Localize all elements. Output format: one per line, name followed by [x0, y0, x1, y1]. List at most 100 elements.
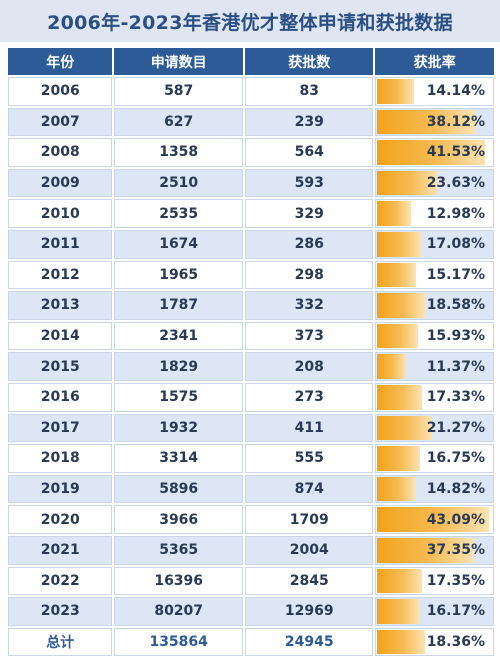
cell-year: 2022 — [8, 566, 113, 596]
cell-approved: 239 — [244, 107, 374, 137]
cell-approved: 329 — [244, 199, 374, 228]
rate-bar — [377, 79, 415, 104]
rate-bar — [377, 599, 420, 624]
table-row: 2014 2341 373 15.93% — [8, 321, 494, 351]
table-body: 2006 587 83 14.14% 2007 627 239 38.12% 2008 1358 5… — [8, 77, 494, 657]
cell-year: 2015 — [8, 352, 113, 381]
cell-approved: 555 — [244, 444, 374, 473]
table-row: 2015 1829 208 11.37% — [8, 352, 494, 381]
cell-applications: 80207 — [114, 597, 243, 626]
header-approved: 获批数 — [244, 48, 374, 75]
table-header-row: 年份 申请数目 获批数 获批率 — [8, 48, 494, 75]
rate-text: 41.53% — [426, 144, 485, 161]
cell-applications: 3314 — [114, 444, 243, 473]
table-row: 2016 1575 273 17.33% — [8, 382, 494, 412]
rate-bar — [377, 323, 419, 349]
page-title: 2006年-2023年香港优才整体申请和获批数据 — [0, 0, 500, 42]
cell-year: 2013 — [8, 291, 113, 320]
cell-rate: 14.14% — [375, 77, 494, 106]
rate-bar — [377, 262, 417, 288]
cell-applications: 1829 — [114, 352, 243, 381]
table-row: 2007 627 239 38.12% — [8, 107, 494, 137]
cell-year: 2006 — [8, 77, 113, 106]
cell-applications: 16396 — [114, 566, 243, 596]
rate-text: 17.08% — [426, 236, 485, 253]
cell-rate: 23.63% — [375, 168, 494, 198]
rate-text: 43.09% — [426, 511, 485, 528]
cell-rate: 16.17% — [375, 597, 494, 626]
cell-applications: 1932 — [114, 413, 243, 443]
cell-rate: 14.82% — [375, 474, 494, 504]
rate-text: 17.35% — [426, 572, 485, 589]
rate-bar — [377, 140, 486, 165]
rate-text: 12.98% — [426, 205, 485, 222]
table-row: 2009 2510 593 23.63% — [8, 168, 494, 198]
header-rate: 获批率 — [375, 48, 494, 75]
cell-approved: 208 — [244, 352, 374, 381]
cell-applications: 1674 — [114, 229, 243, 259]
cell-year: 2014 — [8, 321, 113, 351]
cell-approved: 1709 — [244, 505, 374, 534]
rate-bar — [377, 231, 422, 257]
table-row: 2020 3966 1709 43.09% — [8, 505, 494, 534]
cell-year: 2009 — [8, 168, 113, 198]
rate-bar — [377, 354, 407, 379]
cell-approved: 2845 — [244, 566, 374, 596]
table-row: 2017 1932 411 21.27% — [8, 413, 494, 443]
cell-rate: 37.35% — [375, 535, 494, 565]
cell-year: 2017 — [8, 413, 113, 443]
rate-bar — [377, 629, 426, 655]
cell-rate: 21.27% — [375, 413, 494, 443]
cell-applications: 587 — [114, 77, 243, 106]
table-row: 2010 2535 329 12.98% — [8, 199, 494, 228]
cell-rate: 15.93% — [375, 321, 494, 351]
table-row: 2023 80207 12969 16.17% — [8, 597, 494, 626]
rate-bar — [377, 476, 416, 502]
cell-applications: 2535 — [114, 199, 243, 228]
cell-year: 2021 — [8, 535, 113, 565]
table-row: 2021 5365 2004 37.35% — [8, 535, 494, 565]
table-row: 2019 5896 874 14.82% — [8, 474, 494, 504]
rate-text: 18.36% — [426, 633, 485, 650]
rate-text: 16.17% — [426, 603, 485, 620]
cell-approved: 332 — [244, 291, 374, 320]
rate-bar — [377, 293, 426, 318]
table-row: 2018 3314 555 16.75% — [8, 444, 494, 473]
cell-year: 2012 — [8, 260, 113, 290]
cell-year: 2020 — [8, 505, 113, 534]
rate-text: 15.93% — [426, 328, 485, 345]
cell-year: 2011 — [8, 229, 113, 259]
cell-applications: 1787 — [114, 291, 243, 320]
cell-year: 2019 — [8, 474, 113, 504]
cell-rate: 16.75% — [375, 444, 494, 473]
header-applications: 申请数目 — [114, 48, 243, 75]
cell-approved: 83 — [244, 77, 374, 106]
cell-rate: 38.12% — [375, 107, 494, 137]
cell-applications: 2341 — [114, 321, 243, 351]
rate-text: 17.33% — [426, 389, 485, 406]
rate-bar — [377, 446, 421, 471]
cell-year: 2008 — [8, 138, 113, 167]
table-row: 2011 1674 286 17.08% — [8, 229, 494, 259]
rate-text: 16.75% — [426, 450, 485, 467]
cell-rate: 18.58% — [375, 291, 494, 320]
cell-rate: 11.37% — [375, 352, 494, 381]
cell-rate: 12.98% — [375, 199, 494, 228]
cell-year: 2018 — [8, 444, 113, 473]
cell-rate: 41.53% — [375, 138, 494, 167]
rate-text: 23.63% — [426, 175, 485, 192]
rate-bar — [377, 537, 475, 563]
cell-approved: 593 — [244, 168, 374, 198]
rate-text: 18.58% — [426, 297, 485, 314]
cell-approved: 2004 — [244, 535, 374, 565]
rate-bar — [377, 201, 412, 226]
rate-text: 14.14% — [426, 83, 485, 100]
rate-text: 38.12% — [426, 113, 485, 130]
cell-approved: 286 — [244, 229, 374, 259]
table-row: 2022 16396 2845 17.35% — [8, 566, 494, 596]
table-row: 2013 1787 332 18.58% — [8, 291, 494, 320]
table-row: 总计 135864 24945 18.36% — [8, 627, 494, 657]
header-year: 年份 — [8, 48, 113, 75]
cell-year: 2010 — [8, 199, 113, 228]
